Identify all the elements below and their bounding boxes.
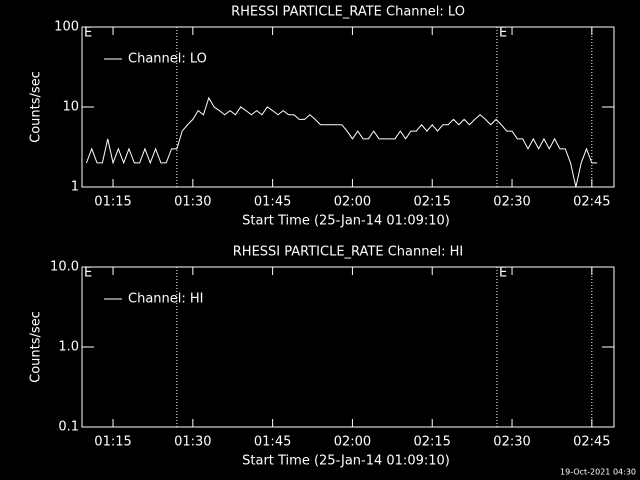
y-tick-label: 0.1 (58, 420, 79, 435)
x-tick-label: 01:15 (94, 195, 131, 210)
x-tick-label: 01:30 (174, 435, 211, 450)
event-label: E (499, 266, 507, 281)
x-tick-label: 01:45 (254, 435, 291, 450)
y-tick-label: 100 (54, 20, 79, 35)
x-tick-label: 02:45 (573, 195, 610, 210)
x-axis-label: Start Time (25-Jan-14 01:09:10) (242, 214, 450, 229)
x-axis-label: Start Time (25-Jan-14 01:09:10) (242, 454, 450, 469)
event-label: E (499, 26, 507, 41)
y-axis-label: Counts/sec (29, 71, 44, 143)
legend-label: Channel: LO (128, 52, 207, 67)
data-line (85, 96, 598, 188)
y-tick-label: 1.0 (58, 340, 79, 355)
chart-title: RHESSI PARTICLE_RATE Channel: LO (231, 5, 465, 20)
x-tick-label: 02:30 (493, 435, 530, 450)
x-tick-label: 02:45 (573, 435, 610, 450)
x-tick-label: 02:30 (493, 195, 530, 210)
y-tick-label: 1 (71, 180, 79, 195)
chart-title: RHESSI PARTICLE_RATE Channel: HI (233, 245, 463, 260)
legend-label: Channel: HI (128, 292, 204, 307)
x-tick-label: 02:15 (413, 435, 450, 450)
y-tick-label: 10 (62, 100, 79, 115)
y-axis-label: Counts/sec (29, 311, 44, 383)
event-label: E (84, 266, 92, 281)
x-tick-label: 02:00 (334, 195, 371, 210)
y-tick-label: 10.0 (50, 260, 79, 275)
event-label: E (84, 26, 92, 41)
x-tick-label: 01:45 (254, 195, 291, 210)
timestamp: 19-Oct-2021 04:30 (560, 468, 636, 477)
x-tick-label: 02:00 (334, 435, 371, 450)
x-tick-label: 02:15 (413, 195, 450, 210)
x-tick-label: 01:15 (94, 435, 131, 450)
x-tick-label: 01:30 (174, 195, 211, 210)
